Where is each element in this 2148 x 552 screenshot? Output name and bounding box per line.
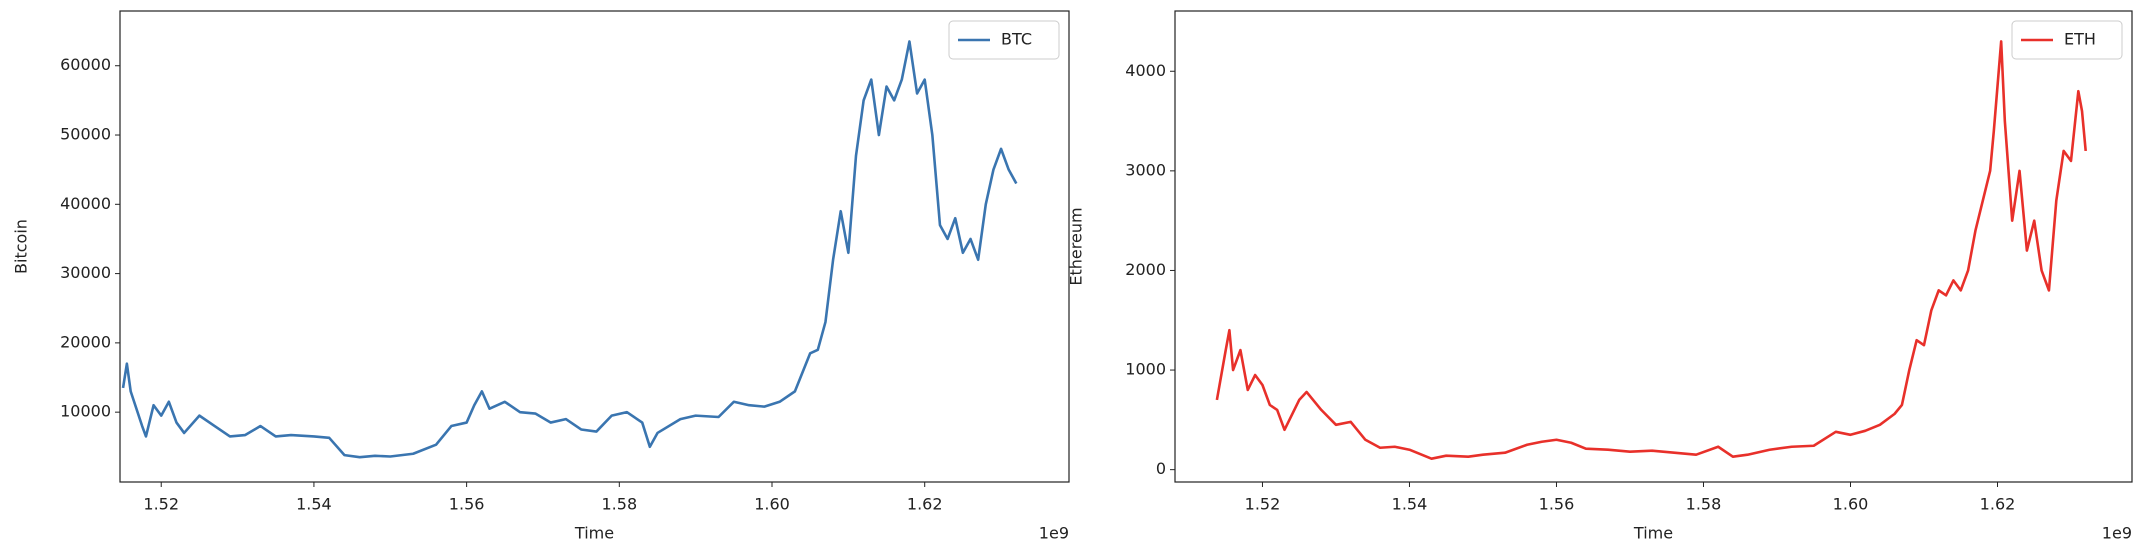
y-tick-label: 20000 [60,332,111,351]
x-offset-label: 1e9 [1039,524,1069,543]
x-tick-label: 1.58 [1686,495,1722,514]
y-axis-label: Bitcoin [12,219,31,274]
axes-frame [1174,10,2133,483]
x-tick-label: 1.54 [1392,495,1428,514]
x-tick-label: 1.60 [1833,495,1869,514]
data-line [1215,40,2087,460]
y-axis-label: Ethereum [1067,207,1086,285]
x-tick-label: 1.54 [296,495,332,514]
y-tick-label: 4000 [1125,61,1166,80]
x-tick-label: 1.52 [143,495,179,514]
y-tick-label: 50000 [60,125,111,144]
y-tick-label: 0 [1156,459,1166,478]
y-tick-label: 40000 [60,194,111,213]
axes-frame [119,10,1070,483]
legend-label: ETH [2064,30,2096,49]
y-tick-label: 60000 [60,55,111,74]
y-tick-label: 30000 [60,263,111,282]
y-tick-label: 10000 [60,402,111,421]
x-tick-label: 1.52 [1245,495,1281,514]
y-tick-label: 2000 [1125,260,1166,279]
x-tick-label: 1.58 [602,495,638,514]
legend-box [948,20,1060,60]
x-axis-label: Time [1633,524,1673,543]
legend-box [2011,20,2123,60]
y-tick-label: 3000 [1125,160,1166,179]
x-axis-label: Time [574,524,614,543]
x-tick-label: 1.60 [754,495,790,514]
x-tick-label: 1.56 [1539,495,1575,514]
data-line [121,40,1018,459]
x-tick-label: 1.56 [449,495,485,514]
legend-label: BTC [1001,30,1032,49]
x-tick-label: 1.62 [907,495,943,514]
x-tick-label: 1.62 [1980,495,2016,514]
y-tick-label: 1000 [1125,360,1166,379]
x-offset-label: 1e9 [2102,524,2132,543]
